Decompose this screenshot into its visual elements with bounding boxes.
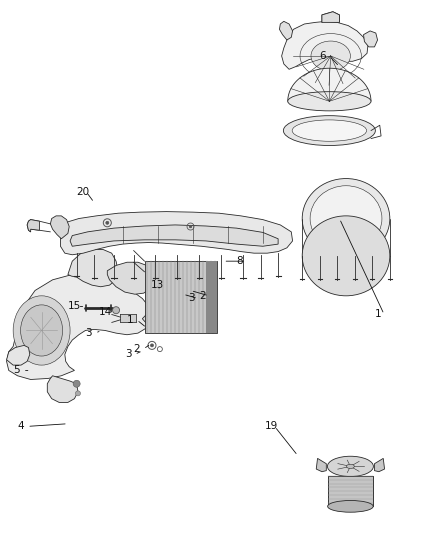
Polygon shape: [47, 376, 78, 402]
Text: 6: 6: [320, 51, 326, 61]
Ellipse shape: [302, 216, 390, 296]
Polygon shape: [7, 274, 151, 379]
Text: 20: 20: [77, 187, 90, 197]
Polygon shape: [70, 225, 278, 246]
Polygon shape: [68, 249, 118, 287]
Polygon shape: [7, 345, 30, 365]
Ellipse shape: [311, 41, 350, 71]
Polygon shape: [120, 314, 136, 322]
Ellipse shape: [328, 500, 373, 512]
Text: 3: 3: [125, 350, 131, 359]
Text: 4: 4: [18, 422, 24, 431]
Polygon shape: [288, 68, 371, 101]
Polygon shape: [364, 31, 378, 47]
Text: 1: 1: [127, 315, 134, 325]
Text: 14: 14: [99, 307, 112, 317]
Bar: [206, 261, 217, 333]
Polygon shape: [142, 308, 170, 329]
Polygon shape: [60, 212, 293, 255]
Polygon shape: [282, 21, 368, 69]
Polygon shape: [107, 262, 154, 294]
Ellipse shape: [292, 120, 367, 141]
Text: 2: 2: [134, 344, 140, 354]
Text: 3: 3: [188, 294, 195, 303]
Circle shape: [106, 221, 109, 224]
Ellipse shape: [328, 456, 373, 477]
Circle shape: [189, 225, 192, 228]
Polygon shape: [322, 12, 339, 22]
Ellipse shape: [283, 116, 375, 146]
Ellipse shape: [310, 186, 382, 251]
Text: 15: 15: [68, 302, 81, 311]
Ellipse shape: [302, 179, 390, 259]
Text: 2: 2: [199, 291, 206, 301]
Polygon shape: [27, 220, 39, 232]
Text: 5: 5: [13, 366, 20, 375]
Text: 1: 1: [374, 310, 381, 319]
Ellipse shape: [21, 305, 63, 356]
Circle shape: [73, 380, 80, 387]
Circle shape: [75, 391, 81, 396]
Polygon shape: [374, 458, 385, 472]
Polygon shape: [316, 458, 326, 472]
Ellipse shape: [288, 92, 371, 111]
Circle shape: [151, 344, 153, 347]
Text: 3: 3: [85, 328, 92, 338]
Text: 8: 8: [237, 256, 243, 266]
Bar: [145, 261, 217, 333]
Bar: [328, 476, 373, 506]
Circle shape: [113, 306, 120, 314]
Text: 13: 13: [151, 280, 164, 290]
Polygon shape: [50, 216, 69, 239]
Text: 19: 19: [265, 422, 278, 431]
Ellipse shape: [13, 296, 70, 365]
Ellipse shape: [346, 464, 354, 469]
Polygon shape: [279, 21, 293, 40]
